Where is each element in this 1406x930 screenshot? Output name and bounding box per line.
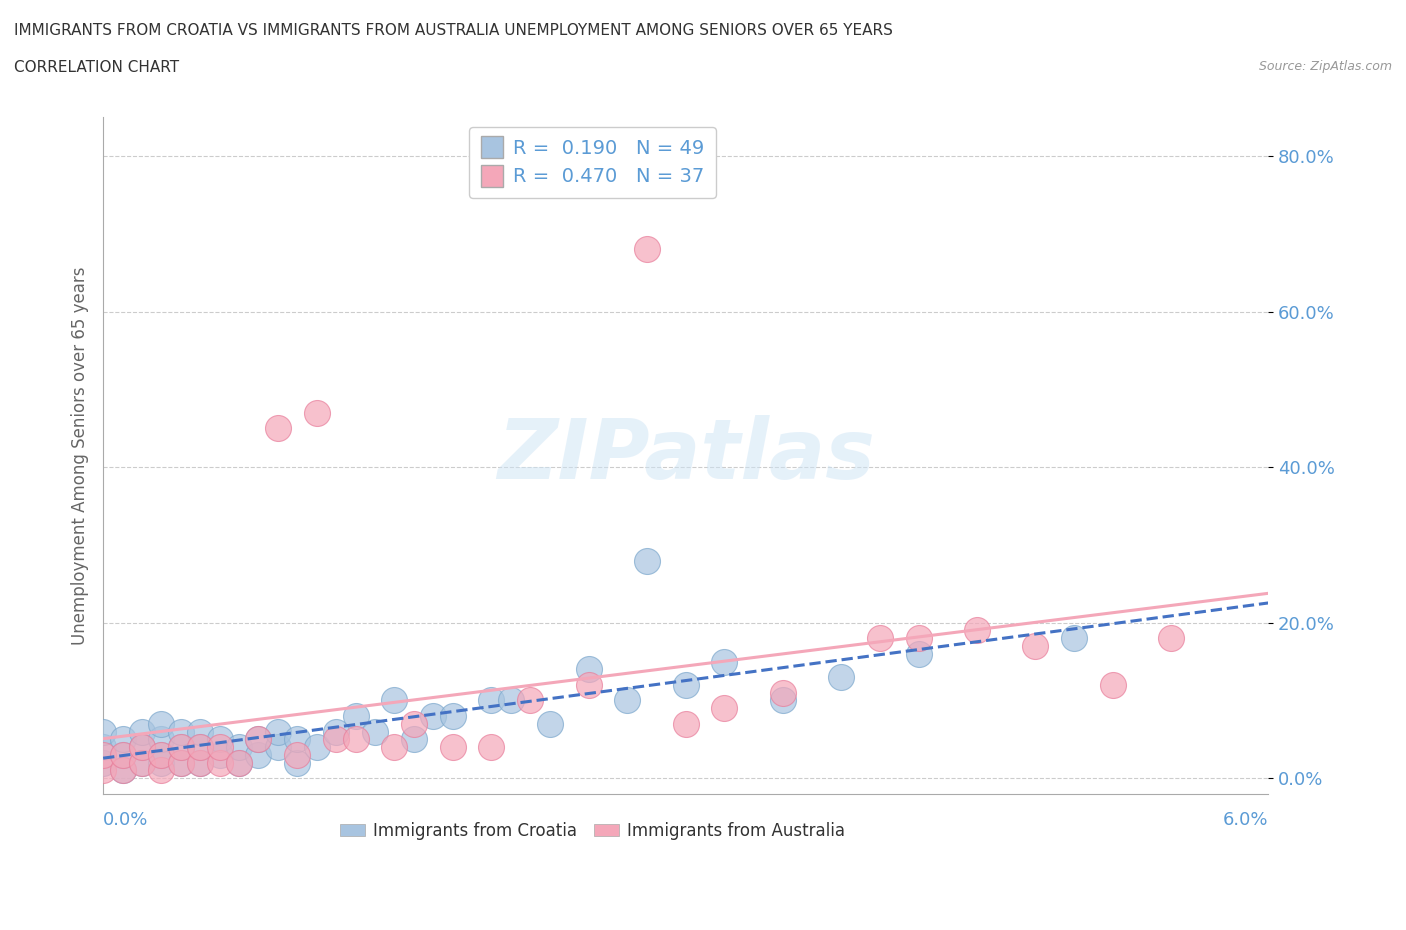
- Point: [267, 739, 290, 754]
- Point: [150, 748, 173, 763]
- Point: [91, 755, 114, 770]
- Point: [675, 677, 697, 692]
- Text: ZIPatlas: ZIPatlas: [496, 415, 875, 496]
- Point: [111, 763, 134, 777]
- Point: [188, 739, 211, 754]
- Point: [247, 732, 270, 747]
- Point: [1101, 677, 1123, 692]
- Point: [616, 693, 638, 708]
- Text: 6.0%: 6.0%: [1223, 811, 1268, 829]
- Point: [150, 748, 173, 763]
- Point: [384, 739, 406, 754]
- Point: [91, 739, 114, 754]
- Point: [170, 739, 193, 754]
- Point: [285, 732, 308, 747]
- Point: [772, 685, 794, 700]
- Point: [208, 755, 231, 770]
- Point: [325, 724, 347, 739]
- Point: [228, 755, 250, 770]
- Point: [538, 716, 561, 731]
- Point: [131, 739, 153, 754]
- Point: [1024, 639, 1046, 654]
- Point: [869, 631, 891, 645]
- Point: [578, 677, 600, 692]
- Text: CORRELATION CHART: CORRELATION CHART: [14, 60, 179, 75]
- Point: [150, 763, 173, 777]
- Text: Source: ZipAtlas.com: Source: ZipAtlas.com: [1258, 60, 1392, 73]
- Point: [344, 732, 367, 747]
- Point: [966, 623, 988, 638]
- Point: [150, 716, 173, 731]
- Point: [713, 701, 735, 716]
- Point: [170, 724, 193, 739]
- Point: [636, 553, 658, 568]
- Point: [305, 405, 328, 420]
- Point: [422, 709, 444, 724]
- Point: [170, 739, 193, 754]
- Point: [441, 709, 464, 724]
- Legend: Immigrants from Croatia, Immigrants from Australia: Immigrants from Croatia, Immigrants from…: [333, 815, 852, 846]
- Point: [111, 748, 134, 763]
- Point: [208, 748, 231, 763]
- Point: [267, 724, 290, 739]
- Text: 0.0%: 0.0%: [103, 811, 149, 829]
- Point: [325, 732, 347, 747]
- Point: [344, 709, 367, 724]
- Point: [636, 242, 658, 257]
- Point: [188, 755, 211, 770]
- Point: [208, 739, 231, 754]
- Point: [247, 732, 270, 747]
- Point: [188, 739, 211, 754]
- Point: [772, 693, 794, 708]
- Point: [91, 763, 114, 777]
- Point: [499, 693, 522, 708]
- Point: [1063, 631, 1085, 645]
- Point: [91, 724, 114, 739]
- Point: [519, 693, 541, 708]
- Point: [188, 724, 211, 739]
- Point: [228, 739, 250, 754]
- Point: [402, 716, 425, 731]
- Point: [208, 732, 231, 747]
- Point: [285, 755, 308, 770]
- Point: [150, 755, 173, 770]
- Point: [131, 724, 153, 739]
- Point: [384, 693, 406, 708]
- Point: [830, 670, 852, 684]
- Point: [713, 654, 735, 669]
- Point: [111, 763, 134, 777]
- Point: [481, 739, 503, 754]
- Point: [91, 748, 114, 763]
- Text: IMMIGRANTS FROM CROATIA VS IMMIGRANTS FROM AUSTRALIA UNEMPLOYMENT AMONG SENIORS : IMMIGRANTS FROM CROATIA VS IMMIGRANTS FR…: [14, 23, 893, 38]
- Point: [267, 421, 290, 436]
- Point: [228, 755, 250, 770]
- Point: [131, 755, 153, 770]
- Point: [170, 755, 193, 770]
- Point: [150, 732, 173, 747]
- Point: [907, 631, 929, 645]
- Point: [247, 748, 270, 763]
- Point: [285, 748, 308, 763]
- Y-axis label: Unemployment Among Seniors over 65 years: Unemployment Among Seniors over 65 years: [72, 266, 89, 644]
- Point: [111, 748, 134, 763]
- Point: [188, 755, 211, 770]
- Point: [481, 693, 503, 708]
- Point: [111, 732, 134, 747]
- Point: [907, 646, 929, 661]
- Point: [402, 732, 425, 747]
- Point: [131, 755, 153, 770]
- Point: [305, 739, 328, 754]
- Point: [131, 739, 153, 754]
- Point: [1160, 631, 1182, 645]
- Point: [578, 662, 600, 677]
- Point: [170, 755, 193, 770]
- Point: [441, 739, 464, 754]
- Point: [675, 716, 697, 731]
- Point: [364, 724, 387, 739]
